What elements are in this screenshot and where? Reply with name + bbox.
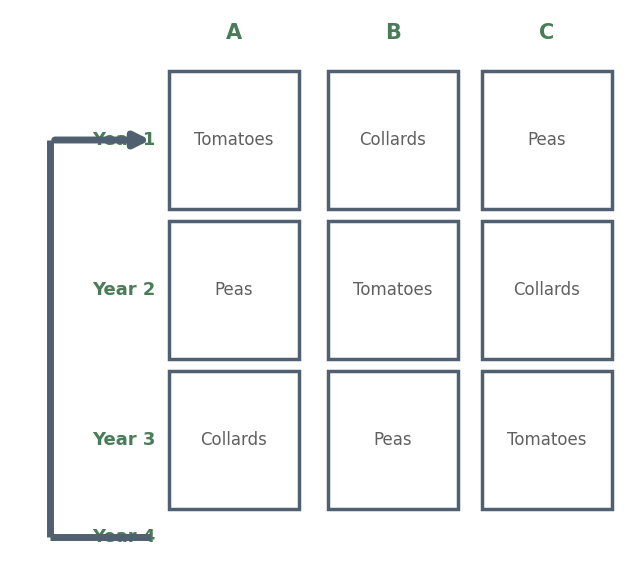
Text: A: A [226,23,242,43]
Text: Tomatoes: Tomatoes [507,431,587,449]
Text: Peas: Peas [215,281,253,299]
Bar [328,71,458,209]
Text: C: C [539,23,555,43]
Text: Year 3: Year 3 [92,431,155,449]
Bar [482,371,612,509]
Bar [169,371,299,509]
Bar [482,71,612,209]
Text: Tomatoes: Tomatoes [194,131,274,149]
Text: Collards: Collards [514,281,580,299]
Text: Year 2: Year 2 [92,281,155,299]
Text: Tomatoes: Tomatoes [353,281,433,299]
Text: Peas: Peas [528,131,567,149]
Text: B: B [385,23,401,43]
Text: Collards: Collards [200,431,268,449]
Bar [328,371,458,509]
Text: Year 4: Year 4 [92,528,155,546]
Text: Collards: Collards [359,131,426,149]
Bar [169,221,299,359]
Bar [482,221,612,359]
Text: Peas: Peas [374,431,412,449]
Text: Year 1: Year 1 [92,131,155,149]
Bar [169,71,299,209]
Bar [328,221,458,359]
